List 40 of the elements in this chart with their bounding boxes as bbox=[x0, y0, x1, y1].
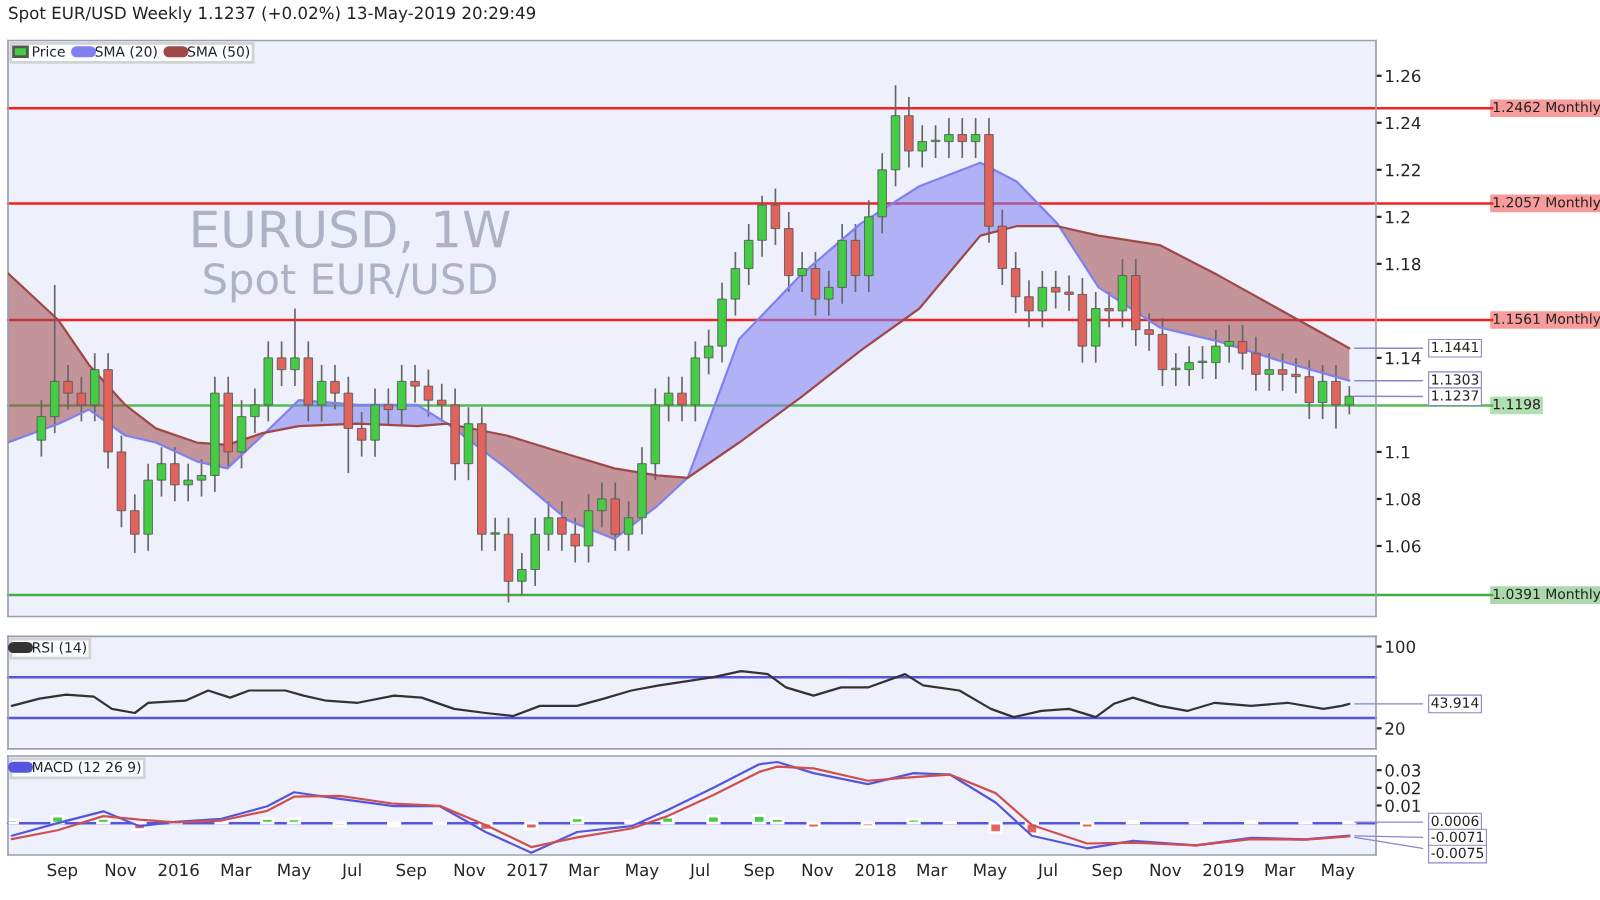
x-tick-label: Mar bbox=[221, 863, 252, 877]
y-tick-label: 20 bbox=[1385, 722, 1405, 735]
x-tick-label: Jul bbox=[1037, 863, 1057, 880]
x-tick-label: May bbox=[278, 863, 311, 880]
x-tick-label: 2016 bbox=[158, 863, 199, 877]
x-tick-label: May bbox=[974, 863, 1007, 880]
x-tick-label: Sep bbox=[1092, 863, 1122, 880]
annotation: EURUSD, 1W bbox=[193, 210, 510, 254]
y-tick-label: 1.22 bbox=[1386, 163, 1420, 177]
x-tick-label: Sep bbox=[47, 863, 78, 880]
y-tick-label: 1.2 bbox=[1386, 210, 1410, 224]
x-tick-label: Sep bbox=[396, 863, 427, 880]
y-tick-label: 1.24 bbox=[1386, 116, 1421, 130]
y-tick-label: 0.01 bbox=[1385, 799, 1420, 813]
y-tick-label: 1.18 bbox=[1386, 257, 1421, 271]
y-tick-label: 1.14 bbox=[1386, 352, 1421, 365]
x-tick-label: 2019 bbox=[1203, 863, 1244, 877]
x-tick-label: May bbox=[1322, 863, 1355, 880]
y-tick-label: 1.26 bbox=[1386, 69, 1421, 83]
y-tick-label: 1.06 bbox=[1386, 539, 1421, 553]
x-tick-label: May bbox=[626, 863, 659, 880]
x-tick-label: Jul bbox=[341, 863, 361, 880]
x-tick-label: Nov bbox=[1150, 863, 1182, 877]
y-tick-label: 0.02 bbox=[1385, 781, 1420, 795]
x-tick-label: 2017 bbox=[507, 863, 548, 877]
x-tick-label: Mar bbox=[1265, 863, 1296, 877]
annotation: Spot EUR/USD bbox=[204, 262, 496, 303]
x-tick-label: Sep bbox=[744, 863, 774, 880]
x-tick-label: Mar bbox=[917, 863, 948, 877]
x-tick-label: Jul bbox=[689, 863, 709, 880]
x-tick-label: Nov bbox=[454, 863, 486, 877]
y-tick-label: 0.03 bbox=[1385, 764, 1421, 777]
y-tick-label: 1.1 bbox=[1386, 446, 1410, 459]
x-tick-label: Nov bbox=[105, 863, 137, 877]
y-tick-label: 100 bbox=[1386, 640, 1416, 654]
x-tick-label: Nov bbox=[802, 863, 834, 877]
y-tick-label: 1.08 bbox=[1386, 492, 1421, 506]
x-tick-label: 2018 bbox=[855, 863, 896, 877]
x-tick-label: Mar bbox=[569, 863, 600, 877]
chart-title: Spot EUR/USD Weekly 1.1237 (+0.02%) 13-May-2019 20:29:49 bbox=[9, 6, 536, 23]
